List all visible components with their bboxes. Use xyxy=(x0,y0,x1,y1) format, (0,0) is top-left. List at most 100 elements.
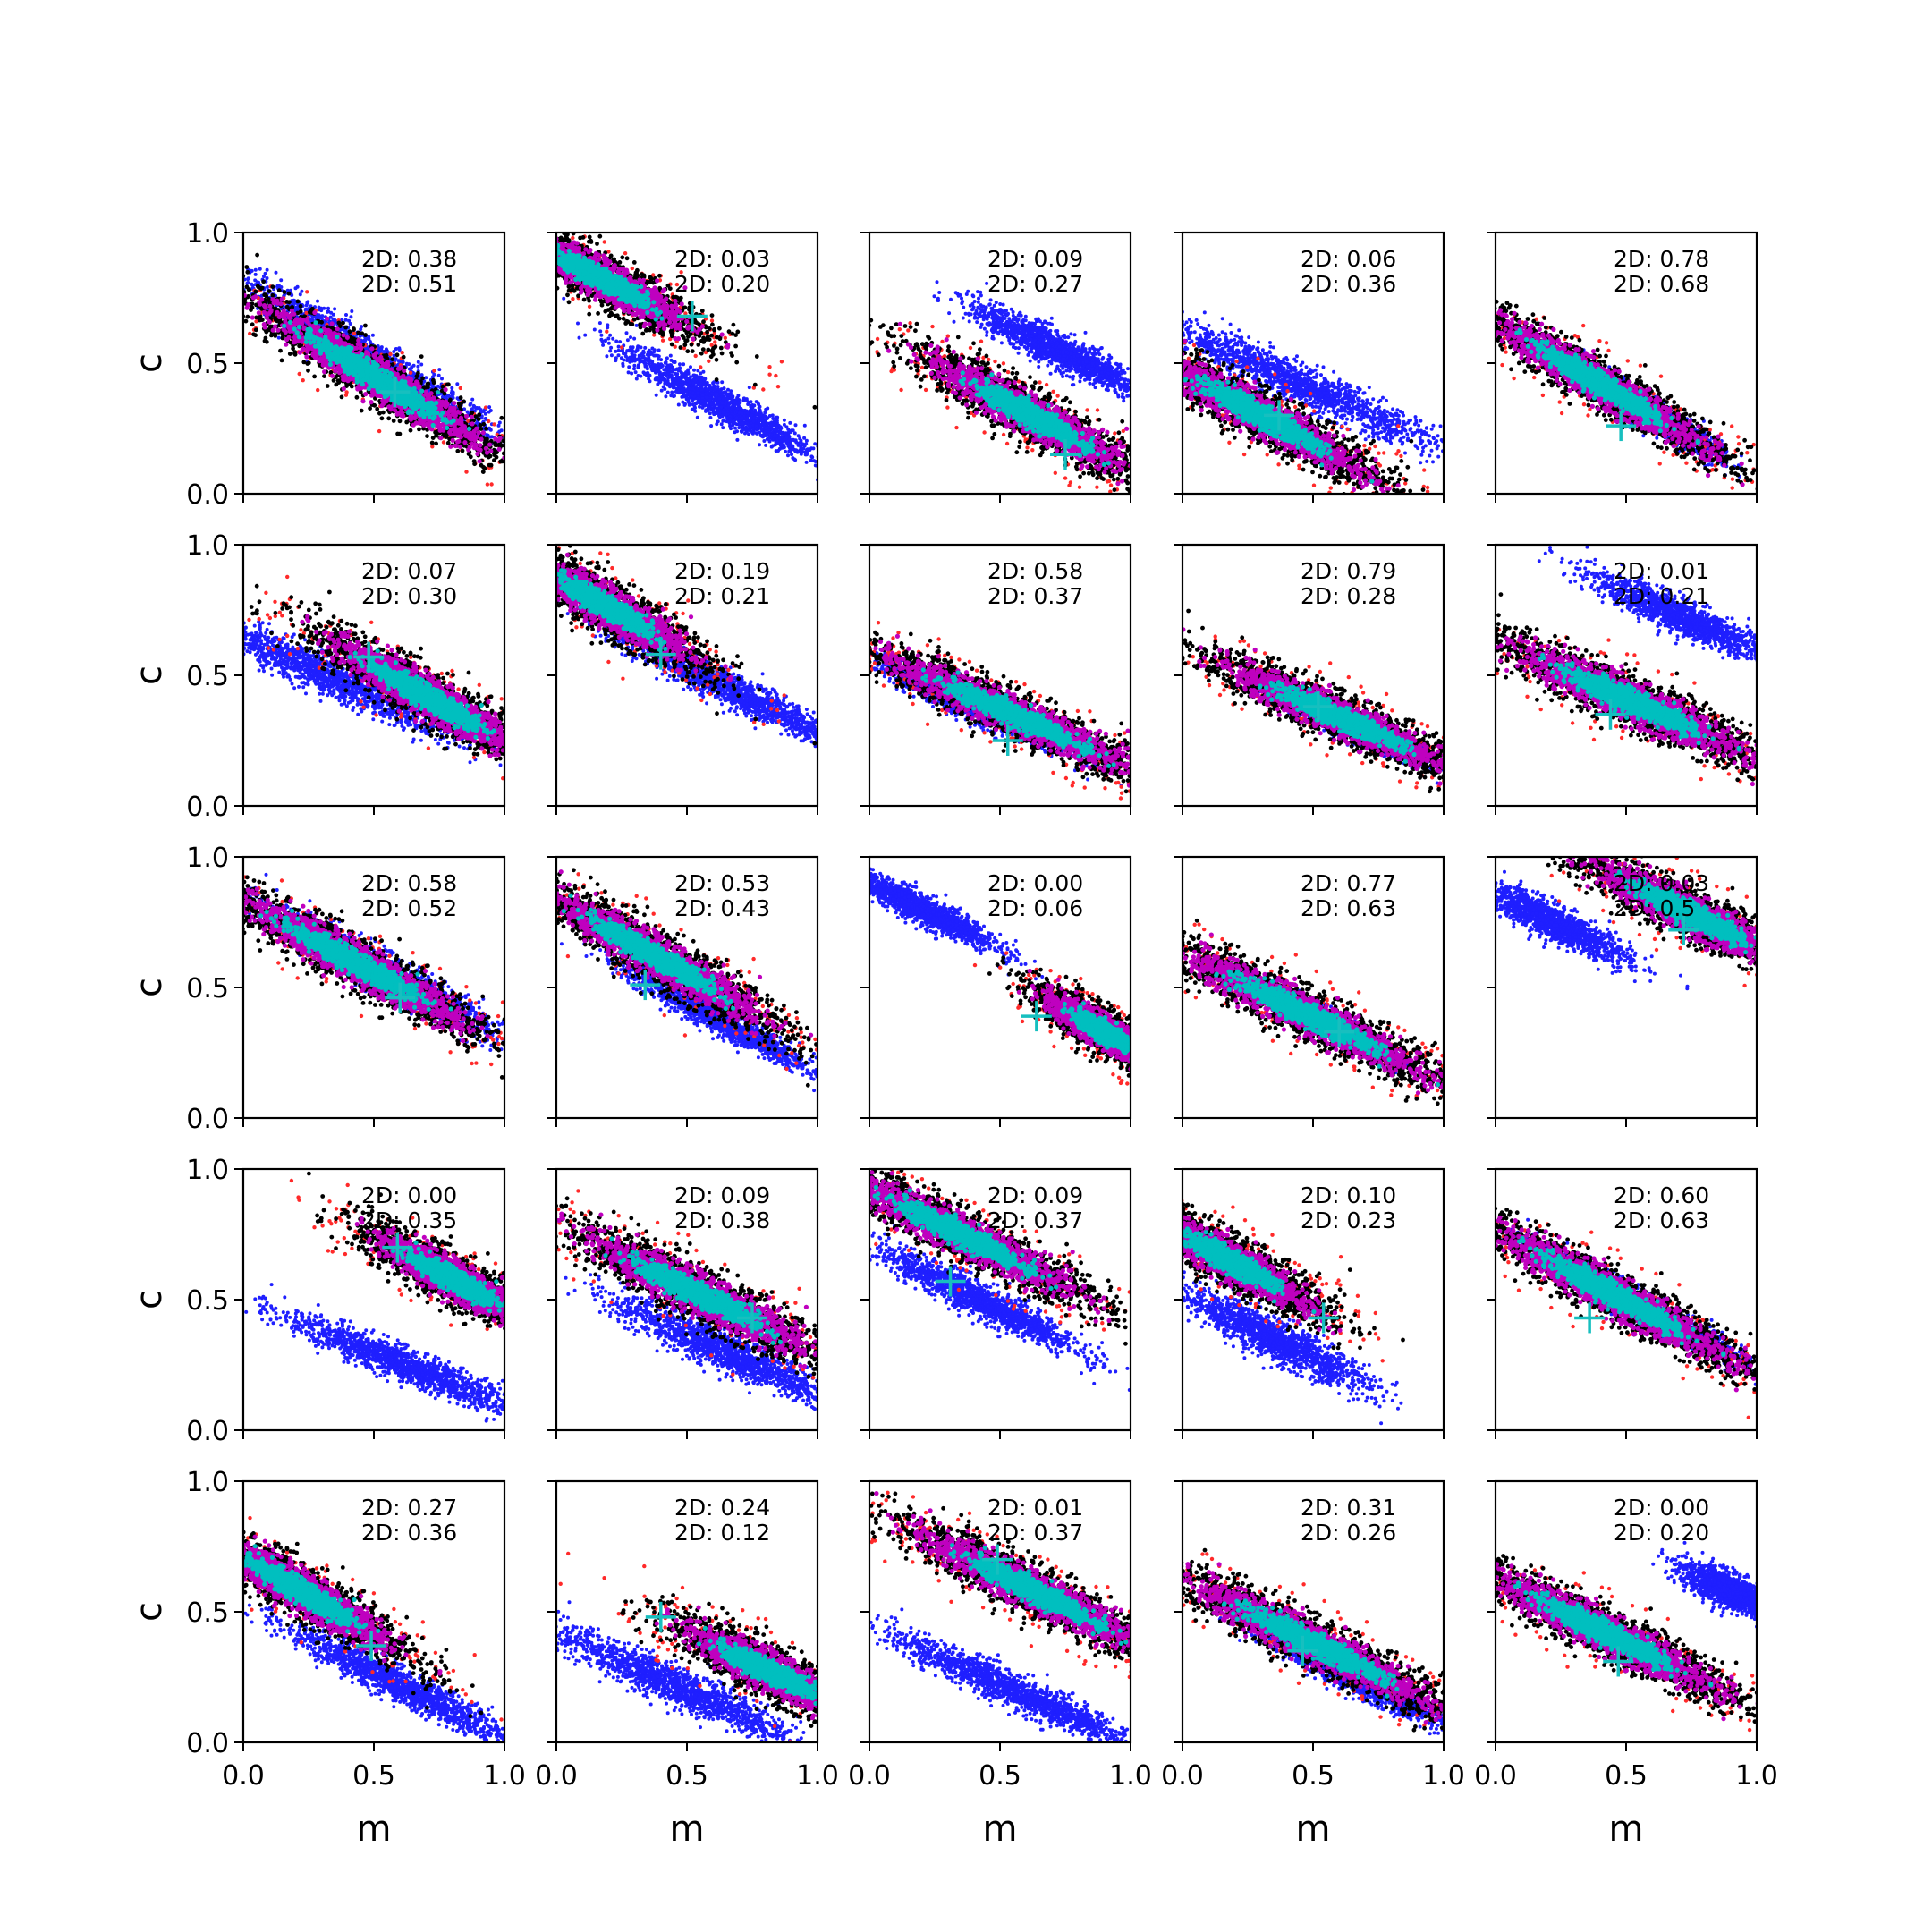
scatter-point xyxy=(566,483,570,487)
scatter-point xyxy=(270,297,275,301)
scatter-point xyxy=(278,349,283,353)
scatter-point xyxy=(298,372,301,376)
scatter-point xyxy=(262,310,267,315)
scatter-point xyxy=(204,268,208,272)
scatter-point xyxy=(246,281,250,284)
scatter-point xyxy=(258,302,262,307)
scatter-point xyxy=(622,538,625,541)
scatter-point xyxy=(524,456,528,460)
scatter-point xyxy=(178,248,182,251)
scatter-point xyxy=(551,456,555,460)
scatter-point xyxy=(533,486,538,490)
scatter-point xyxy=(344,313,348,317)
scatter-point xyxy=(484,446,488,451)
scatter-point xyxy=(386,404,391,409)
scatter-point xyxy=(492,422,496,426)
scatter-point xyxy=(525,478,530,482)
scatter-point xyxy=(340,395,344,400)
scatter-point xyxy=(513,428,517,431)
scatter-point xyxy=(469,454,473,459)
scatter-point xyxy=(326,310,329,314)
scatter-point xyxy=(398,419,402,423)
blue-points xyxy=(106,192,589,489)
scatter-point xyxy=(267,310,272,315)
scatter-point xyxy=(232,309,236,313)
scatter-point xyxy=(379,403,384,408)
scatter-point xyxy=(273,316,277,320)
scatter-point xyxy=(511,451,515,455)
scatter-point xyxy=(213,277,217,282)
scatter-point xyxy=(202,265,207,269)
scatter-point xyxy=(210,257,214,260)
scatter-point xyxy=(301,378,305,382)
scatter-point xyxy=(166,259,171,264)
scatter-point xyxy=(484,405,487,409)
scatter-point xyxy=(221,278,225,282)
scatter-point xyxy=(265,316,269,320)
scatter-point xyxy=(505,453,510,457)
scatter-point xyxy=(225,271,229,275)
scatter-point xyxy=(335,326,340,331)
scatter-point xyxy=(665,569,670,573)
scatter-point xyxy=(287,300,292,304)
scatter-point xyxy=(419,354,424,359)
scatter-point xyxy=(521,473,526,478)
scatter-point xyxy=(550,488,555,493)
scatter-point xyxy=(449,428,453,432)
scatter-point xyxy=(222,303,226,308)
scatter-point xyxy=(542,488,547,493)
scatter-point xyxy=(493,436,497,441)
scatter-point xyxy=(519,452,522,455)
scatter-point xyxy=(330,321,335,326)
scatter-point xyxy=(237,310,242,315)
scatter-point xyxy=(493,441,497,445)
scatter-point xyxy=(176,273,180,276)
scatter-point xyxy=(431,436,436,440)
scatter-point xyxy=(497,447,502,452)
scatter-point xyxy=(287,292,292,296)
scatter-point xyxy=(188,304,191,308)
scatter-point xyxy=(530,492,535,496)
scatter-point xyxy=(475,452,479,456)
scatter-point xyxy=(316,388,319,392)
scatter-point xyxy=(227,283,232,287)
scatter-point xyxy=(556,518,561,522)
scatter-point xyxy=(213,313,216,317)
scatter-point xyxy=(231,278,234,282)
scatter-point xyxy=(549,455,554,460)
scatter-point xyxy=(457,402,462,406)
scatter-point xyxy=(352,332,356,335)
scatter-point xyxy=(218,284,222,287)
scatter-point xyxy=(273,332,277,336)
scatter-point xyxy=(199,268,203,272)
scatter-point xyxy=(440,377,444,380)
scatter-point xyxy=(244,319,249,324)
scatter-point xyxy=(192,257,196,260)
scatter-point xyxy=(374,351,378,355)
scatter-point xyxy=(292,320,297,325)
scatter-point xyxy=(365,337,369,341)
scatter-point xyxy=(401,351,404,354)
scatter-point xyxy=(182,257,185,260)
scatter-point xyxy=(507,438,511,442)
scatter-point xyxy=(247,288,251,292)
scatter-point xyxy=(330,374,335,378)
scatter-point xyxy=(544,478,548,482)
scatter-point xyxy=(237,269,241,273)
scatter-point xyxy=(350,309,353,313)
scatter-point xyxy=(207,267,210,270)
scatter-point xyxy=(360,409,364,413)
scatter-point xyxy=(137,196,140,199)
scatter-point xyxy=(131,196,134,199)
scatter-point xyxy=(212,270,216,275)
scatter-point xyxy=(417,428,421,432)
scatter-point xyxy=(234,301,239,306)
scatter-point xyxy=(210,256,214,259)
scatter-point xyxy=(455,382,459,386)
scatter-point xyxy=(444,387,448,392)
scatter-point xyxy=(397,346,401,350)
scatter-point xyxy=(38,198,41,201)
scatter-point xyxy=(332,313,335,317)
scatter-point xyxy=(232,312,236,317)
